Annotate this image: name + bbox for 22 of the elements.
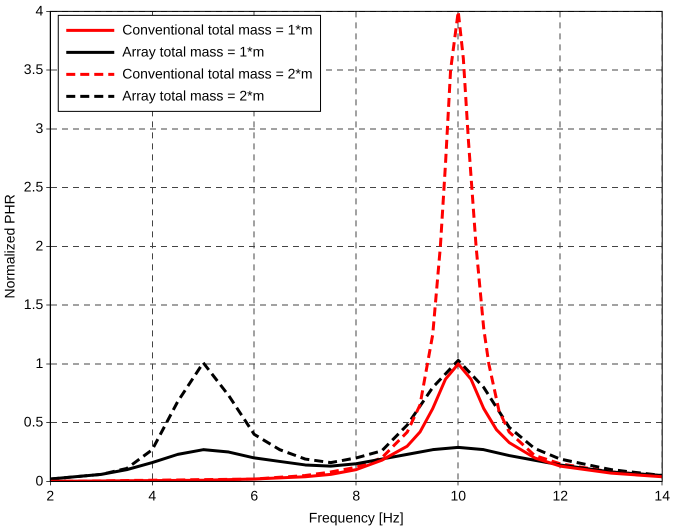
x-tick-label: 12 <box>552 488 568 504</box>
x-tick-label: 14 <box>654 488 670 504</box>
y-tick-label: 0.5 <box>24 414 44 430</box>
y-tick-label: 3.5 <box>24 61 44 78</box>
x-tick-label: 4 <box>148 488 156 504</box>
y-tick-label: 3 <box>35 120 44 136</box>
x-tick-label: 10 <box>450 488 466 504</box>
x-tick-label: 6 <box>250 488 258 504</box>
y-tick-label: 2 <box>35 237 44 254</box>
legend-label: Conventional total mass = 2*m <box>122 65 313 82</box>
legend-label: Array total mass = 1*m <box>122 43 264 60</box>
x-tick-label: 2 <box>46 488 54 504</box>
legend-label: Array total mass = 2*m <box>122 87 264 104</box>
y-axis-title: Normalized PHR <box>1 194 18 299</box>
legend-label: Conventional total mass = 1*m <box>122 21 313 38</box>
x-tick-label: 8 <box>352 488 360 504</box>
y-tick-label: 0 <box>35 472 44 488</box>
x-axis-title: Frequency [Hz] <box>308 509 404 526</box>
y-tick-label: 4 <box>35 2 44 18</box>
y-tick-label: 1 <box>35 354 44 371</box>
y-tick-label: 2.5 <box>24 178 44 195</box>
y-tick-label: 1.5 <box>24 296 44 312</box>
